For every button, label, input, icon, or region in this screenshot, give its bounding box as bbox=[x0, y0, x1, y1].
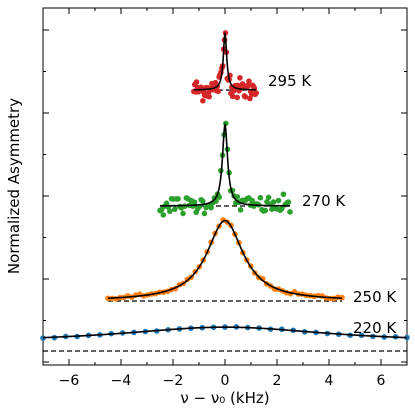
data-point bbox=[234, 194, 241, 200]
data-point bbox=[216, 194, 223, 200]
series-220-k: 220 K bbox=[40, 319, 410, 352]
data-point bbox=[201, 210, 208, 217]
x-tick-label: −4 bbox=[111, 373, 132, 389]
data-point bbox=[278, 205, 285, 212]
x-tick-label: 0 bbox=[221, 373, 230, 389]
x-tick-label: 4 bbox=[325, 373, 334, 389]
data-point bbox=[280, 191, 287, 198]
data-point bbox=[237, 75, 243, 81]
data-point bbox=[160, 212, 167, 218]
fit-curve bbox=[160, 122, 290, 207]
data-point bbox=[191, 199, 198, 205]
series-label: 295 K bbox=[268, 72, 312, 90]
x-axis-label: ν − ν₀ (kHz) bbox=[180, 389, 269, 407]
x-tick-label: −2 bbox=[163, 373, 184, 389]
data-point bbox=[40, 335, 46, 341]
x-tick-label: −6 bbox=[59, 373, 80, 389]
series-295-k: 295 K bbox=[191, 30, 312, 104]
data-point bbox=[208, 204, 214, 211]
data-point bbox=[105, 295, 111, 302]
data-point bbox=[200, 97, 206, 104]
x-axis-ticks: −6 −4 −2 0 2 4 6 bbox=[42, 8, 408, 389]
y-axis-ticks bbox=[43, 29, 407, 363]
data-point bbox=[246, 78, 252, 84]
data-point bbox=[172, 206, 178, 213]
data-point bbox=[242, 93, 249, 100]
data-point bbox=[229, 93, 236, 100]
series-label: 220 K bbox=[353, 319, 397, 337]
fit-curve bbox=[193, 31, 257, 91]
data-point bbox=[285, 199, 292, 205]
y-axis-label: Normalized Asymmetry bbox=[5, 98, 23, 274]
data-point bbox=[206, 93, 212, 100]
plot-area-frame bbox=[42, 7, 408, 366]
series-label: 270 K bbox=[302, 192, 346, 210]
data-point bbox=[193, 79, 200, 85]
series-270-k: 270 K bbox=[157, 120, 346, 218]
fit-curve bbox=[42, 326, 408, 339]
data-point bbox=[287, 209, 293, 215]
data-point bbox=[167, 208, 173, 215]
data-point bbox=[199, 198, 206, 204]
data-point bbox=[262, 207, 269, 214]
series-layer: 295 K 270 K 250 K 220 K bbox=[40, 30, 410, 352]
data-point bbox=[253, 90, 259, 96]
data-point bbox=[257, 194, 264, 201]
x-tick-label: 6 bbox=[377, 373, 386, 389]
data-point bbox=[275, 197, 282, 204]
data-point bbox=[234, 94, 241, 101]
data-point bbox=[265, 194, 272, 201]
series-label: 250 K bbox=[353, 288, 397, 306]
data-point bbox=[245, 83, 251, 89]
data-point bbox=[215, 88, 222, 95]
data-point bbox=[270, 199, 277, 205]
data-point bbox=[237, 207, 244, 213]
fit-curve bbox=[107, 219, 343, 300]
data-point bbox=[180, 210, 186, 217]
data-point bbox=[175, 196, 181, 202]
x-tick-label: 2 bbox=[273, 373, 282, 389]
series-250-k: 250 K bbox=[105, 217, 397, 306]
